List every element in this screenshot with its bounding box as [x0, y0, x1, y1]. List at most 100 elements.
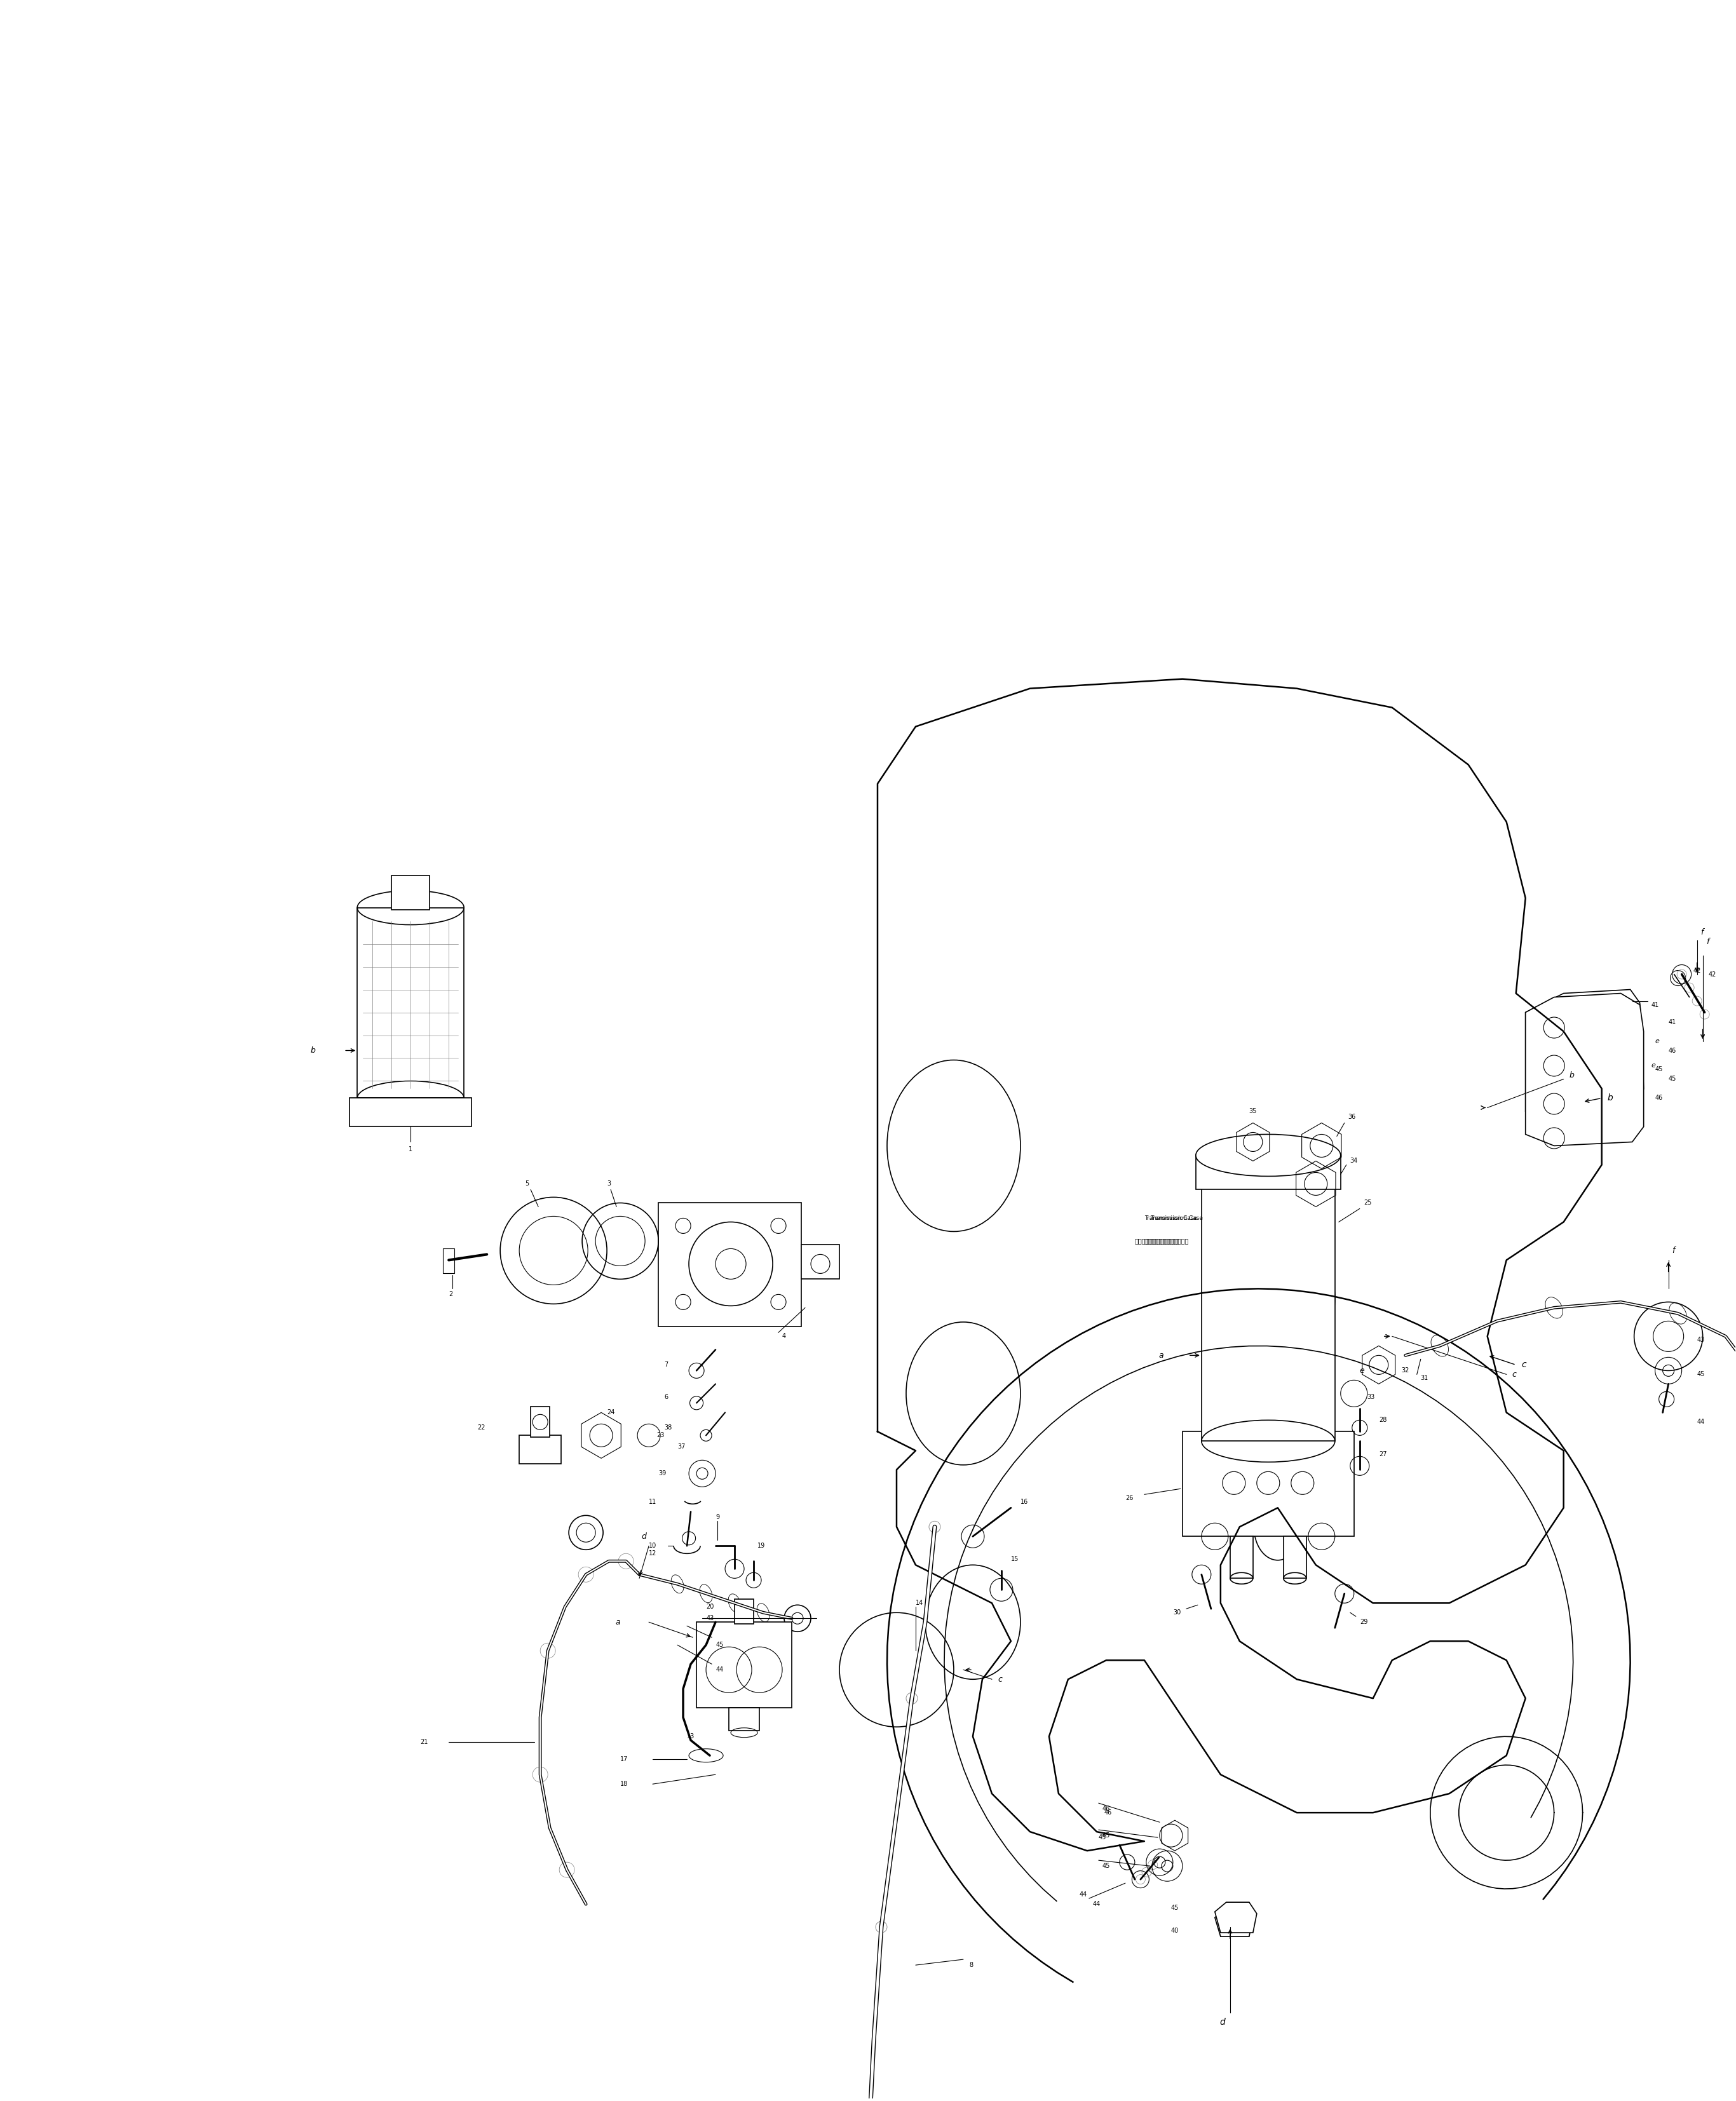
- Text: 14: 14: [915, 1599, 924, 1607]
- Bar: [358, 908, 464, 1099]
- Text: c: c: [1522, 1361, 1526, 1370]
- Text: 42: 42: [1693, 966, 1701, 973]
- Text: 28: 28: [1378, 1416, 1387, 1422]
- Text: 31: 31: [1420, 1374, 1429, 1382]
- Text: d: d: [641, 1532, 646, 1540]
- Text: f: f: [1701, 929, 1703, 937]
- Text: 19: 19: [757, 1542, 766, 1548]
- Text: 1: 1: [408, 1147, 413, 1153]
- Text: 21: 21: [420, 1740, 429, 1746]
- Text: 45: 45: [1102, 1832, 1111, 1838]
- Text: 45: 45: [1654, 1067, 1663, 1074]
- Text: 6: 6: [665, 1395, 668, 1401]
- Text: Transmission Case: Transmission Case: [1149, 1214, 1203, 1221]
- Text: 38: 38: [665, 1424, 672, 1431]
- Bar: [443, 1248, 455, 1273]
- Text: d: d: [1220, 2017, 1226, 2027]
- Text: 45: 45: [1698, 1372, 1705, 1378]
- Text: 5: 5: [524, 1181, 529, 1187]
- Text: 29: 29: [1359, 1620, 1368, 1626]
- Bar: [734, 1599, 753, 1624]
- Ellipse shape: [1196, 1135, 1340, 1177]
- Bar: [531, 1408, 550, 1437]
- Text: 42: 42: [1708, 971, 1717, 977]
- Text: 30: 30: [1174, 1609, 1180, 1616]
- Text: 27: 27: [1378, 1452, 1387, 1458]
- Text: 23: 23: [656, 1433, 665, 1439]
- Text: トランスミッションケース: トランスミッションケース: [1144, 1237, 1189, 1244]
- Text: 41: 41: [1668, 1019, 1677, 1025]
- Bar: [696, 1622, 792, 1708]
- Bar: [1196, 1156, 1340, 1189]
- Bar: [1231, 1536, 1253, 1578]
- Text: 39: 39: [658, 1471, 667, 1477]
- Text: f: f: [1706, 937, 1710, 945]
- Text: f: f: [1672, 1246, 1675, 1254]
- Bar: [1201, 1183, 1335, 1441]
- Text: 17: 17: [620, 1756, 628, 1763]
- Text: 46: 46: [1668, 1046, 1677, 1055]
- Bar: [802, 1246, 840, 1280]
- Bar: [1182, 1431, 1354, 1536]
- Text: 37: 37: [677, 1443, 686, 1450]
- Text: 41: 41: [1651, 1002, 1660, 1008]
- Polygon shape: [1526, 994, 1644, 1145]
- Text: 33: 33: [1368, 1395, 1375, 1401]
- Text: 44: 44: [1094, 1901, 1101, 1908]
- Text: 36: 36: [1349, 1114, 1356, 1120]
- Text: 24: 24: [608, 1410, 615, 1416]
- Text: b: b: [1608, 1095, 1613, 1103]
- Text: 43: 43: [1698, 1336, 1705, 1343]
- Text: 45: 45: [1170, 1906, 1179, 1912]
- Text: 22: 22: [477, 1424, 486, 1431]
- Text: b: b: [311, 1046, 316, 1055]
- Text: c: c: [998, 1674, 1002, 1683]
- Text: 13: 13: [687, 1733, 694, 1740]
- Text: 18: 18: [620, 1782, 628, 1788]
- Text: e: e: [1651, 1063, 1656, 1069]
- Text: 16: 16: [1021, 1498, 1028, 1504]
- Text: 44: 44: [1698, 1418, 1705, 1424]
- Text: a: a: [615, 1618, 620, 1626]
- Text: 45: 45: [1102, 1864, 1111, 1870]
- Text: e: e: [1359, 1366, 1364, 1374]
- Text: 10: 10: [649, 1542, 656, 1548]
- Bar: [519, 1435, 561, 1464]
- Text: 32: 32: [1401, 1368, 1410, 1374]
- Text: 44: 44: [715, 1666, 724, 1672]
- Text: 35: 35: [1248, 1109, 1257, 1116]
- Text: 26: 26: [1125, 1496, 1134, 1502]
- Polygon shape: [1526, 990, 1644, 1130]
- Text: 34: 34: [1351, 1158, 1358, 1164]
- Text: 46: 46: [1104, 1809, 1113, 1815]
- Text: 2: 2: [448, 1292, 453, 1298]
- Bar: [392, 876, 431, 910]
- Text: e: e: [1654, 1038, 1660, 1044]
- Bar: [1283, 1536, 1305, 1578]
- Text: 4: 4: [783, 1334, 786, 1340]
- Polygon shape: [1215, 1908, 1253, 1937]
- Text: 11: 11: [649, 1498, 656, 1504]
- Text: 43: 43: [707, 1616, 713, 1622]
- Bar: [729, 1708, 759, 1731]
- Text: 44: 44: [1080, 1891, 1087, 1897]
- Bar: [658, 1204, 802, 1328]
- Text: 40: 40: [1170, 1927, 1179, 1935]
- Text: 15: 15: [1010, 1557, 1019, 1563]
- Text: 3: 3: [608, 1181, 611, 1187]
- Text: 20: 20: [707, 1603, 713, 1609]
- Bar: [349, 1099, 472, 1126]
- Text: 45: 45: [1099, 1834, 1106, 1840]
- Text: b: b: [1569, 1072, 1575, 1080]
- Text: 25: 25: [1363, 1200, 1371, 1206]
- Text: 7: 7: [665, 1361, 668, 1368]
- Text: c: c: [1512, 1370, 1517, 1378]
- Text: 45: 45: [715, 1641, 724, 1647]
- Text: 9: 9: [715, 1515, 719, 1521]
- Text: 8: 8: [969, 1962, 972, 1969]
- Text: 45: 45: [1668, 1076, 1677, 1082]
- Text: トランスミッションケース: トランスミッションケース: [1135, 1237, 1179, 1244]
- Text: a: a: [1158, 1351, 1163, 1359]
- Text: Transmission Case: Transmission Case: [1144, 1214, 1198, 1221]
- Text: 12: 12: [649, 1551, 656, 1557]
